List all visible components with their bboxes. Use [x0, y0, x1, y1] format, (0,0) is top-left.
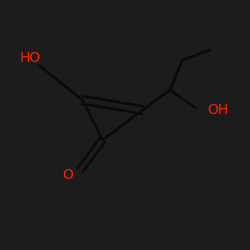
Text: OH: OH: [208, 103, 229, 117]
Text: HO: HO: [20, 50, 41, 64]
Text: O: O: [62, 168, 73, 182]
